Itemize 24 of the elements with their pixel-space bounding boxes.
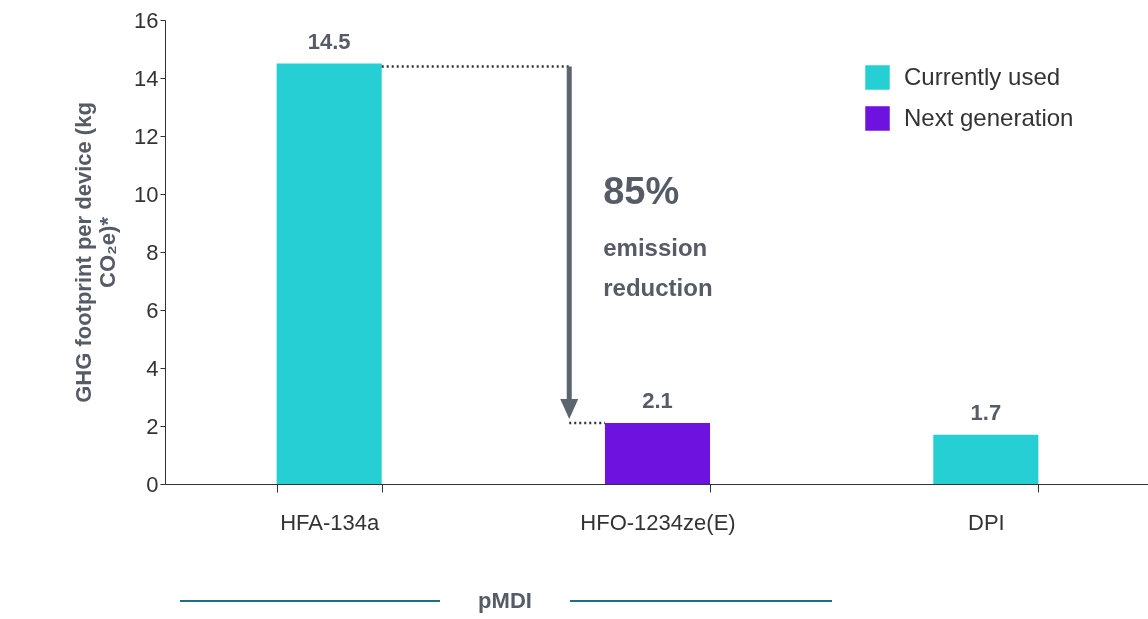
y-tick-label: 0 xyxy=(146,471,159,497)
annotation: 85% xyxy=(603,170,680,213)
y-tick-label: 4 xyxy=(146,355,159,381)
x-tick-label: HFO-1234ze(E) xyxy=(580,509,736,535)
data-label: 1.7 xyxy=(970,399,1002,425)
legend-label: Next generation xyxy=(904,103,1074,131)
text: pMDI xyxy=(478,588,532,614)
annotation: emission reduction xyxy=(603,233,714,303)
y-tick-label: 8 xyxy=(146,239,159,265)
x-tick-label: HFA-134a xyxy=(280,509,380,535)
bar xyxy=(604,423,711,484)
bar xyxy=(933,434,1039,484)
y-tick-label: 16 xyxy=(134,7,159,33)
bar xyxy=(276,63,382,484)
y-tick-label: 14 xyxy=(134,65,159,91)
legend-label: Currently used xyxy=(904,62,1061,90)
y-tick-label: 6 xyxy=(146,297,159,323)
y-tick-label: 2 xyxy=(146,413,159,439)
y-axis-title: GHG footprint per device (kg CO₂e)* xyxy=(71,102,121,403)
y-tick-label: 10 xyxy=(134,181,159,207)
y-tick-label: 12 xyxy=(134,123,159,149)
data-label: 2.1 xyxy=(642,388,673,414)
data-label: 14.5 xyxy=(307,28,351,54)
x-tick-label: DPI xyxy=(967,509,1005,535)
